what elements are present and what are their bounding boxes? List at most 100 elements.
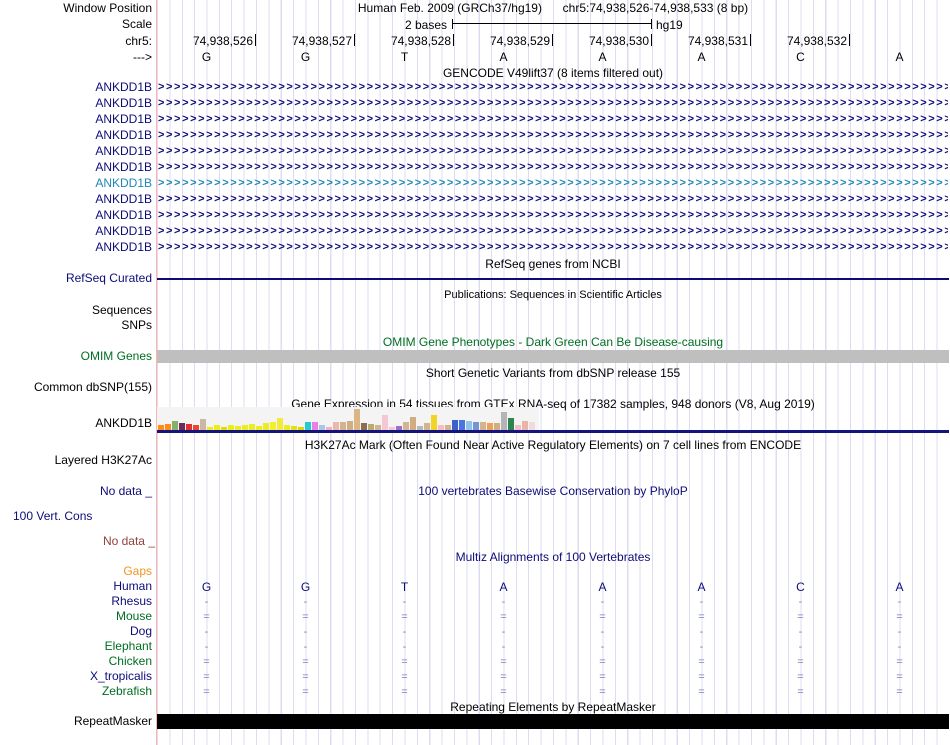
gtex-tissue-bar <box>431 415 437 431</box>
multiz-species-label[interactable]: Mouse <box>115 609 152 623</box>
multiz-gaps-label[interactable]: Gaps <box>123 564 152 578</box>
multiz-alignment-cell: - <box>699 596 704 608</box>
multiz-species-label[interactable]: Elephant <box>104 639 152 653</box>
h3k27ac-track-title[interactable]: H3K27Ac Mark (Often Found Near Active Re… <box>304 438 802 452</box>
multiz-alignment-row[interactable]: = = = = = = = = <box>157 610 949 625</box>
window-position-label: Window Position <box>63 1 152 15</box>
multiz-alignment-cell: = <box>599 671 606 683</box>
dbsnp-track-title[interactable]: Short Genetic Variants from dbSNP releas… <box>425 366 681 380</box>
multiz-alignment-row[interactable]: -------- <box>157 595 949 610</box>
repeatmasker-track-title[interactable]: Repeating Elements by RepeatMasker <box>450 700 656 714</box>
multiz-alignment-cell: = <box>698 671 705 683</box>
gencode-gene-item[interactable]: >>>>>>>>>>>>>>>>>>>>>>>>>>>>>>>>>>>>>>>>… <box>158 81 948 93</box>
multiz-alignment-cell: = <box>797 656 804 668</box>
common-dbsnp-label[interactable]: Common dbSNP(155) <box>33 380 152 394</box>
multiz-alignment-row[interactable]: = = = = = = = = <box>157 655 949 670</box>
multiz-alignment-cell: C <box>796 580 805 594</box>
multiz-alignment-cell: = <box>896 611 903 623</box>
multiz-alignment-cell: - <box>600 626 605 638</box>
gtex-tissue-bar <box>445 425 451 431</box>
vert-cons-label[interactable]: 100 Vert. Cons <box>13 509 93 523</box>
repeatmasker-label[interactable]: RepeatMasker <box>73 714 152 728</box>
gtex-expression-bar-chart[interactable] <box>158 409 538 431</box>
multiz-alignment-cell: = <box>698 656 705 668</box>
gencode-gene-label[interactable]: ANKDD1B <box>95 96 152 110</box>
gencode-gene-item[interactable]: >>>>>>>>>>>>>>>>>>>>>>>>>>>>>>>>>>>>>>>>… <box>158 129 948 141</box>
multiz-species-label[interactable]: Chicken <box>108 654 152 668</box>
multiz-alignment-cell: - <box>204 626 209 638</box>
omim-genes-label[interactable]: OMIM Genes <box>80 349 152 363</box>
omim-track-title[interactable]: OMIM Gene Phenotypes - Dark Green Can Be… <box>382 335 724 349</box>
multiz-species-label[interactable]: Human <box>113 579 152 593</box>
publications-track-title[interactable]: Publications: Sequences in Scientific Ar… <box>444 289 662 301</box>
gencode-gene-label[interactable]: ANKDD1B <box>95 80 152 94</box>
coordinate-label: 74,938,527 <box>291 34 352 48</box>
multiz-alignment-row[interactable]: -------- <box>157 640 949 655</box>
gencode-gene-item[interactable]: >>>>>>>>>>>>>>>>>>>>>>>>>>>>>>>>>>>>>>>>… <box>158 161 948 173</box>
gencode-gene-label[interactable]: ANKDD1B <box>95 176 152 190</box>
multiz-alignment-row[interactable]: -------- <box>157 625 949 640</box>
multiz-alignment-cell: - <box>303 641 308 653</box>
multiz-alignment-cell: - <box>897 626 902 638</box>
coordinate-tick <box>255 34 256 46</box>
gtex-tissue-bar <box>361 423 367 431</box>
gencode-gene-item[interactable]: >>>>>>>>>>>>>>>>>>>>>>>>>>>>>>>>>>>>>>>>… <box>158 193 948 205</box>
gtex-tissue-bar <box>235 426 241 431</box>
gencode-gene-label[interactable]: ANKDD1B <box>95 112 152 126</box>
coordinate-tick <box>651 34 652 46</box>
multiz-species-label[interactable]: X_tropicalis <box>89 669 152 683</box>
gencode-gene-item[interactable]: >>>>>>>>>>>>>>>>>>>>>>>>>>>>>>>>>>>>>>>>… <box>158 145 948 157</box>
reference-base: A <box>598 50 607 64</box>
gencode-gene-label[interactable]: ANKDD1B <box>95 192 152 206</box>
gtex-tissue-bar <box>375 425 381 431</box>
gtex-gene-model-bar[interactable] <box>157 430 949 433</box>
multiz-alignment-row[interactable]: = = = = = = = = <box>157 670 949 685</box>
gencode-gene-label[interactable]: ANKDD1B <box>95 240 152 254</box>
coordinate-label: 74,938,526 <box>192 34 253 48</box>
layered-h3k27ac-label[interactable]: Layered H3K27Ac <box>54 453 152 467</box>
gencode-gene-label[interactable]: ANKDD1B <box>95 208 152 222</box>
gtex-tissue-bar <box>508 418 514 431</box>
multiz-alignment-cell: = <box>797 611 804 623</box>
gtex-tissue-bar <box>214 425 220 431</box>
gtex-tissue-bar <box>193 425 199 431</box>
gtex-tissue-bar <box>179 423 185 431</box>
multiz-alignment-row[interactable]: = = = = = = = = <box>157 685 949 700</box>
gencode-gene-item[interactable]: >>>>>>>>>>>>>>>>>>>>>>>>>>>>>>>>>>>>>>>>… <box>158 209 948 221</box>
phylop-track-title[interactable]: 100 vertebrates Basewise Conservation by… <box>418 484 688 498</box>
publications-snps-label[interactable]: SNPs <box>121 318 152 332</box>
gencode-gene-label[interactable]: ANKDD1B <box>95 128 152 142</box>
gencode-gene-item[interactable]: >>>>>>>>>>>>>>>>>>>>>>>>>>>>>>>>>>>>>>>>… <box>158 97 948 109</box>
gencode-track-title[interactable]: GENCODE V49lift37 (8 items filtered out) <box>442 66 664 80</box>
multiz-track-title[interactable]: Multiz Alignments of 100 Vertebrates <box>455 550 651 564</box>
gtex-tissue-bar <box>438 425 444 431</box>
gencode-gene-label[interactable]: ANKDD1B <box>95 160 152 174</box>
gencode-gene-label[interactable]: ANKDD1B <box>95 144 152 158</box>
refseq-track-title[interactable]: RefSeq genes from NCBI <box>485 257 621 271</box>
multiz-alignment-cell: - <box>303 596 308 608</box>
publications-sequences-label[interactable]: Sequences <box>91 303 152 317</box>
gencode-gene-item[interactable]: >>>>>>>>>>>>>>>>>>>>>>>>>>>>>>>>>>>>>>>>… <box>158 177 948 189</box>
repeatmasker-item[interactable] <box>157 714 949 729</box>
multiz-species-label[interactable]: Rhesus <box>111 594 152 608</box>
multiz-alignment-cell: - <box>501 626 506 638</box>
coordinate-tick <box>552 34 553 46</box>
omim-gene-item[interactable] <box>157 350 949 363</box>
multiz-alignment-cell: = <box>302 656 309 668</box>
multiz-species-label[interactable]: Dog <box>129 624 152 638</box>
gencode-gene-item[interactable]: >>>>>>>>>>>>>>>>>>>>>>>>>>>>>>>>>>>>>>>>… <box>158 113 948 125</box>
window-position-title: Human Feb. 2009 (GRCh37/hg19) chr5:74,93… <box>157 2 949 15</box>
multiz-alignment-cell: = <box>401 611 408 623</box>
refseq-curated-item[interactable] <box>157 278 949 280</box>
multiz-alignment-cell: = <box>698 611 705 623</box>
gtex-tissue-bar <box>326 427 332 431</box>
multiz-alignment-cell: = <box>302 671 309 683</box>
gencode-gene-item[interactable]: >>>>>>>>>>>>>>>>>>>>>>>>>>>>>>>>>>>>>>>>… <box>158 241 948 253</box>
gencode-gene-label[interactable]: ANKDD1B <box>95 224 152 238</box>
gtex-gene-label[interactable]: ANKDD1B <box>95 416 152 430</box>
gencode-gene-item[interactable]: >>>>>>>>>>>>>>>>>>>>>>>>>>>>>>>>>>>>>>>>… <box>158 225 948 237</box>
refseq-curated-label[interactable]: RefSeq Curated <box>65 271 152 285</box>
reference-base: A <box>499 50 508 64</box>
multiz-species-label[interactable]: Zebrafish <box>101 684 152 698</box>
